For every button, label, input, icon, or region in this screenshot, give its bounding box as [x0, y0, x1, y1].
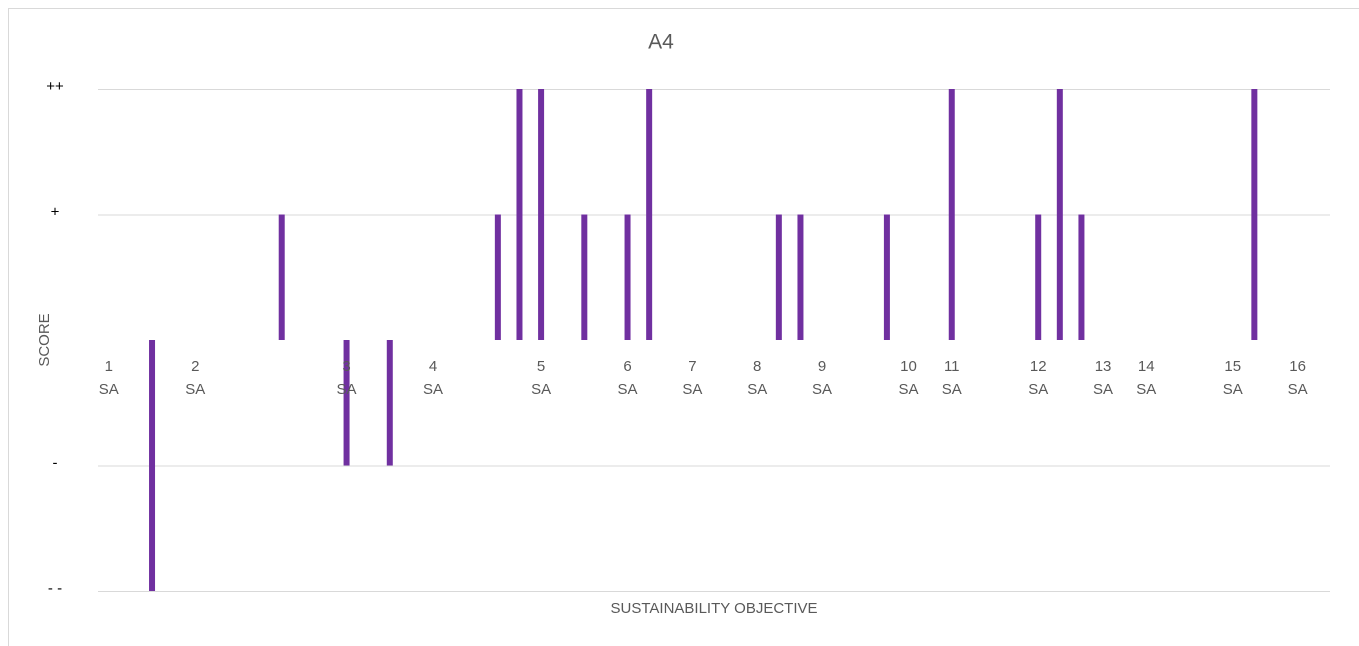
y-tick-label: - -: [48, 580, 62, 597]
bar: [797, 214, 804, 340]
bar: [1078, 214, 1085, 340]
x-tick-label: 5 SA: [531, 358, 552, 398]
bar: [775, 214, 782, 340]
chart-border: [8, 8, 1359, 646]
y-tick-label: -: [53, 454, 58, 471]
x-tick-label: 12 SA: [1028, 358, 1049, 398]
x-tick-label: 8 SA: [747, 358, 768, 398]
bar: [1056, 89, 1063, 340]
x-tick-label: 2 SA: [185, 358, 206, 398]
bar: [1251, 89, 1258, 340]
x-tick-label: 3 SA: [336, 358, 357, 398]
y-axis-title: SCORE: [36, 313, 53, 366]
bar: [624, 214, 631, 340]
y-tick-label: +: [51, 203, 60, 220]
chart-title: A4: [648, 31, 674, 54]
bar: [516, 89, 523, 340]
bar: [948, 89, 955, 340]
bar: [646, 89, 653, 340]
bar: [883, 214, 890, 340]
bar: [386, 340, 393, 466]
bar: [343, 340, 350, 466]
x-axis-title: SUSTAINABILITY OBJECTIVE: [611, 600, 818, 617]
x-tick-label: 1 SA: [98, 358, 119, 398]
x-tick-label: 11 SA: [941, 358, 962, 398]
x-tick-label: 16 SA: [1287, 358, 1308, 398]
x-tick-label: 4 SA: [423, 358, 444, 398]
x-tick-label: 14 SA: [1136, 358, 1157, 398]
bar: [494, 214, 501, 340]
x-tick-label: 6 SA: [617, 358, 638, 398]
bar: [149, 340, 156, 591]
x-tick-label: 13 SA: [1093, 358, 1114, 398]
bar: [1035, 214, 1042, 340]
x-tick-label: 7 SA: [682, 358, 703, 398]
bar: [538, 89, 545, 340]
y-tick-label: ++: [46, 78, 64, 95]
bar: [278, 214, 285, 340]
x-tick-label: 9 SA: [812, 358, 833, 398]
x-tick-label: 10 SA: [898, 358, 919, 398]
bar: [581, 214, 588, 340]
x-tick-label: 15 SA: [1222, 358, 1243, 398]
